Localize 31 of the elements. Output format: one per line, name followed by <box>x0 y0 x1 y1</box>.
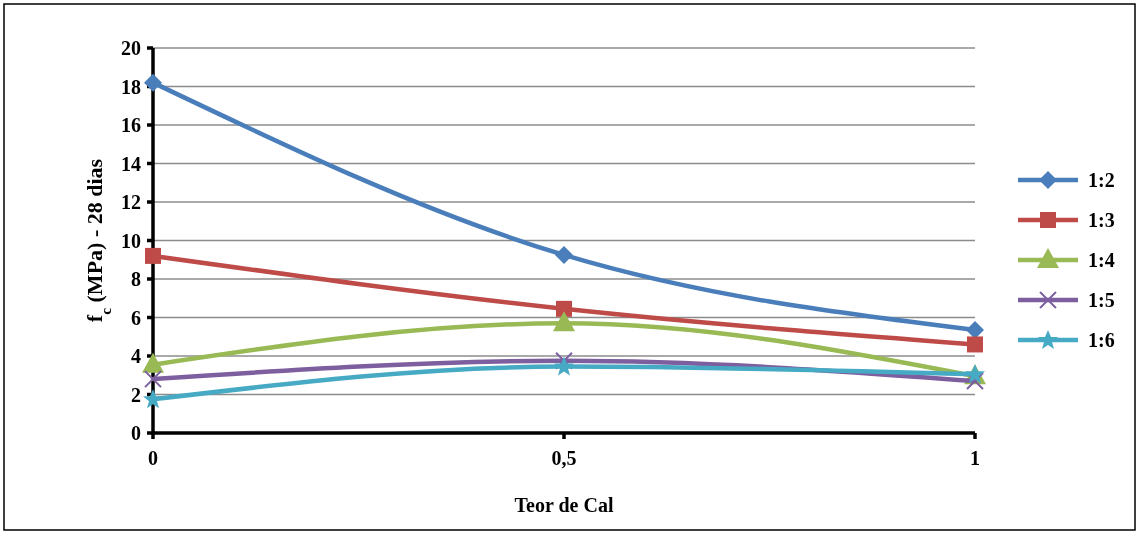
y-tick-label: 2 <box>131 383 141 406</box>
y-tick-label: 8 <box>131 268 141 290</box>
legend-label: 1:2 <box>1088 169 1115 191</box>
point <box>554 356 574 376</box>
y-tick-label: 4 <box>131 345 141 367</box>
legend-label: 1:5 <box>1088 289 1115 311</box>
y-tick-label: 0 <box>131 422 141 444</box>
y-tick-label: 16 <box>121 114 141 136</box>
x-tick-label: 0 <box>148 447 158 469</box>
y-tick-label: 20 <box>121 37 141 59</box>
point <box>144 73 162 92</box>
y-tick-label: 14 <box>121 152 141 175</box>
x-tick-label: 0,5 <box>551 447 577 469</box>
y-tick-label: 10 <box>121 229 141 252</box>
point <box>555 245 573 264</box>
y-tick-label: 6 <box>131 306 141 329</box>
x-axis-title: Teor de Cal <box>514 494 614 516</box>
legend-label: 1:6 <box>1088 329 1115 351</box>
point <box>142 352 164 373</box>
point <box>145 247 161 264</box>
point <box>553 311 575 332</box>
y-tick-label: 12 <box>121 191 141 213</box>
y-tick-label: 18 <box>121 75 141 98</box>
x-tick-label: 1 <box>970 447 980 469</box>
legend-label: 1:4 <box>1088 249 1115 271</box>
legend-label: 1:3 <box>1088 209 1115 231</box>
point <box>967 336 983 353</box>
point <box>143 389 163 409</box>
point <box>966 372 984 391</box>
point <box>556 300 572 317</box>
point <box>144 370 162 389</box>
